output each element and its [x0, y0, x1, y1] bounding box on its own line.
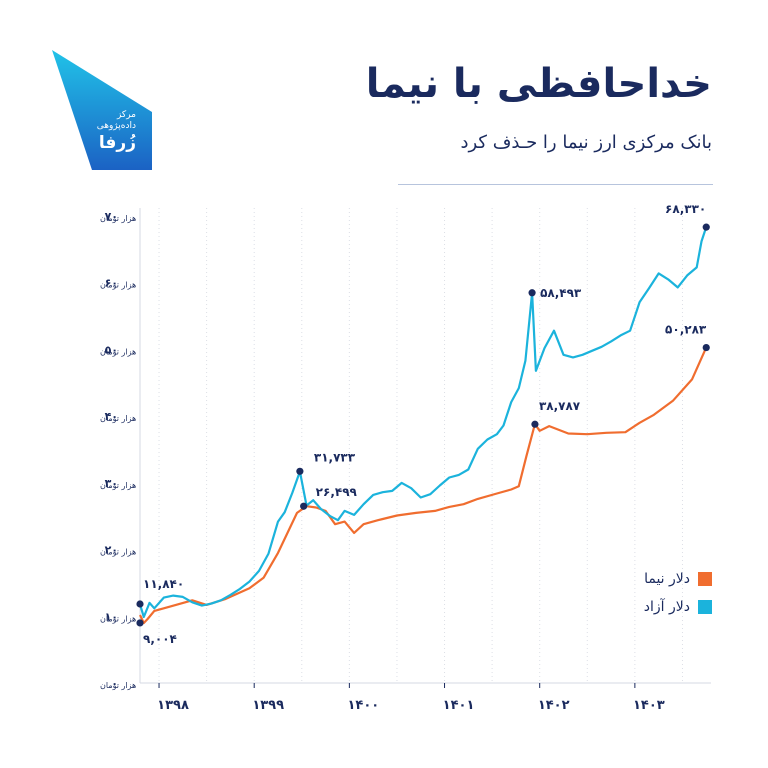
y-tick-value: ۴۰	[105, 410, 118, 423]
title-divider	[398, 184, 713, 185]
y-tick-value: ۲۰	[105, 544, 118, 557]
page-subtitle: بانک مرکزی ارز نیما را حـذف کرد	[460, 132, 712, 153]
y-tick-unit: هزار تومان	[100, 347, 136, 356]
y-tick-unit: هزار تومان	[100, 681, 136, 690]
brand-line-2: داده‌پژوهی	[96, 121, 136, 131]
y-tick-value: ۷۰	[105, 210, 118, 223]
x-tick-label: ۱۴۰۰	[347, 698, 379, 713]
annotation-label: ۱۱,۸۴۰	[143, 577, 184, 591]
annotation-marker	[531, 420, 539, 428]
x-tick-label: ۱۴۰۲	[538, 698, 570, 713]
y-tick-value: ۵۰	[105, 343, 118, 356]
y-tick-unit: هزار تومان	[100, 214, 136, 223]
y-tick-unit: هزار تومان	[100, 548, 136, 557]
annotations-layer: ۱۱,۸۴۰ ۹,۰۰۴ ۳۱,۷۳۳ ۲۶,۴۹۹ ۵۸,۴۹۳ ۳۸,۷۸۷ ۶۸,۳۳…	[136, 202, 710, 646]
annotation-label: ۵۰,۲۸۳	[665, 323, 707, 337]
y-tick-value: ۶۰	[105, 277, 118, 290]
annotation-marker	[702, 223, 710, 231]
legend-item-nima: دلار نیما	[644, 571, 712, 587]
y-tick-unit: هزار تومان	[100, 481, 136, 490]
x-tick-label: ۱۴۰۳	[633, 698, 665, 713]
series-line-free	[138, 226, 708, 619]
x-tick-label: ۱۴۰۱	[443, 698, 475, 713]
annotation-marker	[300, 502, 308, 510]
brand-line-1: مرکز	[116, 110, 136, 120]
y-tick-unit: هزار تومان	[100, 414, 136, 423]
brand-logo-shape	[52, 50, 152, 170]
annotation-label: ۳۱,۷۳۳	[314, 450, 356, 464]
y-tick-unit: هزار تومان	[100, 614, 136, 623]
brand-logo	[52, 50, 152, 170]
annotation-label: ۵۸,۴۹۳	[540, 286, 582, 300]
y-tick-value: ۱۰	[105, 610, 118, 623]
legend-label-nima: دلار نیما	[644, 571, 690, 587]
x-tick-label: ۱۳۹۸	[157, 698, 189, 713]
annotation-label: ۲۶,۴۹۹	[316, 485, 358, 499]
annotation-marker	[136, 619, 144, 627]
grid-layer	[139, 208, 711, 684]
series-layer	[138, 226, 708, 625]
y-tick-value: ۰	[111, 677, 118, 690]
legend-item-free: دلار آزاد	[644, 599, 712, 615]
annotation-label: ۳۸,۷۸۷	[539, 399, 581, 413]
annotation-marker	[136, 600, 144, 608]
y-tick-value: ۳۰	[105, 477, 118, 490]
annotation-marker	[702, 343, 710, 352]
x-tick-label: ۱۳۹۹	[252, 698, 284, 713]
annotation-marker	[528, 289, 536, 297]
legend-swatch-free	[698, 600, 712, 614]
x-tick-labels: ۱۳۹۸ ۱۳۹۹ ۱۴۰۰ ۱۴۰۱ ۱۴۰۲ ۱۴۰۳	[157, 683, 665, 713]
annotation-marker	[296, 467, 304, 475]
brand-name: زُرفا	[98, 133, 136, 153]
y-tick-unit: هزار تومان	[100, 281, 136, 290]
series-line-nima	[139, 347, 708, 625]
legend-label-free: دلار آزاد	[643, 599, 690, 615]
annotation-label: ۶۸,۳۳۰	[665, 202, 706, 216]
legend-swatch-nima	[698, 572, 712, 586]
annotation-label: ۹,۰۰۴	[143, 632, 177, 646]
page-title: خداحافظی با نیما	[365, 61, 712, 107]
